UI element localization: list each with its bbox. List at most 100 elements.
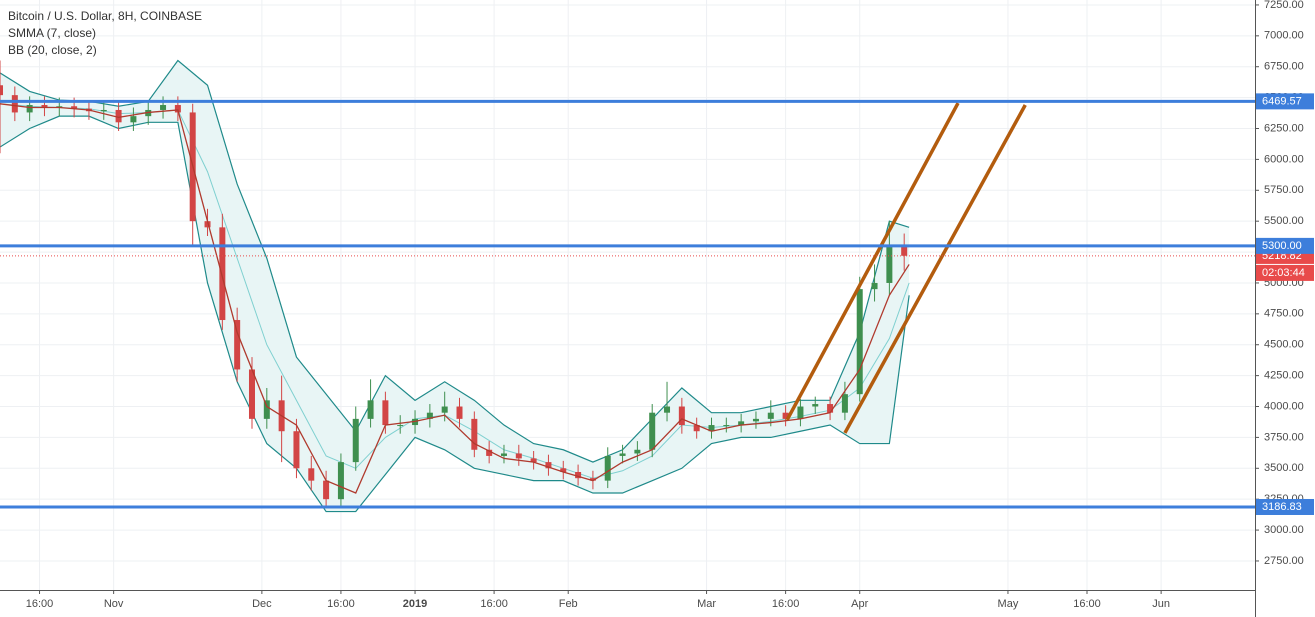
candle-body [219, 227, 226, 321]
x-tick-label: May [998, 598, 1019, 610]
candle-body [248, 369, 255, 419]
candle-body [337, 462, 344, 500]
candle-body [856, 289, 863, 395]
candle-body [545, 462, 552, 469]
level-label-box [1256, 237, 1314, 254]
candle-body [441, 406, 448, 413]
candle-body [723, 425, 730, 427]
smma-line [0, 103, 910, 494]
y-tick-label: 5500.00 [1264, 215, 1304, 227]
level-label-box [1256, 498, 1314, 515]
x-tick-label: Apr [851, 598, 868, 610]
y-tick-label: 6000.00 [1264, 153, 1304, 165]
y-tick-label: 6750.00 [1264, 61, 1304, 73]
candle-body [619, 453, 626, 456]
y-tick-label: 6250.00 [1264, 122, 1304, 134]
candle-body [234, 320, 241, 370]
candle-body [26, 105, 33, 113]
y-tick-label: 3500.00 [1264, 462, 1304, 474]
candle-body [886, 245, 893, 283]
candle-body [382, 400, 389, 426]
candle-body [263, 400, 270, 419]
candle-body [160, 105, 167, 110]
x-tick-label: 16:00 [1073, 598, 1101, 610]
candle-body [871, 282, 878, 290]
candle-body [397, 425, 404, 427]
candle-body [841, 394, 848, 413]
candle-body [0, 85, 3, 96]
y-tick-label: 7250.00 [1264, 0, 1304, 11]
candle-body [115, 109, 122, 123]
x-tick-label: 16:00 [772, 598, 800, 610]
candle-body [560, 468, 567, 472]
candle-body [100, 109, 107, 112]
candle-body [308, 468, 315, 481]
x-tick-label: Mar [697, 598, 716, 610]
y-tick-label: 4500.00 [1264, 339, 1304, 351]
candle-body [11, 95, 18, 113]
candle-body [486, 449, 493, 456]
candle-body [174, 105, 181, 113]
countdown-box [1256, 264, 1314, 281]
x-tick-label: Nov [104, 598, 124, 610]
plot-area [0, 59, 1255, 513]
candle-body [797, 406, 804, 419]
candle-body [515, 453, 522, 459]
candle-body [782, 412, 789, 419]
x-tick-label: 2019 [403, 598, 427, 610]
legend-entry: BB (20, close, 2) [8, 43, 97, 57]
y-tick-label: 7000.00 [1264, 30, 1304, 42]
level-label: 6469.57 [1262, 95, 1302, 107]
candle-body [589, 478, 596, 481]
axes: 2750.003000.003250.003500.003750.004000.… [26, 0, 1314, 610]
y-tick-label: 3750.00 [1264, 431, 1304, 443]
candle-body [901, 245, 908, 256]
candle-body [293, 431, 300, 469]
candle-body [71, 106, 78, 109]
candle-body [827, 404, 834, 413]
trend-line [785, 102, 960, 421]
y-tick-label: 4000.00 [1264, 400, 1304, 412]
y-tick-label: 5750.00 [1264, 184, 1304, 196]
candle-body [456, 406, 463, 419]
candle-body [367, 400, 374, 419]
candle-body [204, 221, 211, 228]
candle-body [130, 116, 137, 123]
y-tick-label: 2750.00 [1264, 555, 1304, 567]
candle-body [352, 418, 359, 463]
candle-body [41, 105, 48, 108]
candle-body [664, 406, 671, 413]
legend-entry: SMMA (7, close) [8, 26, 96, 40]
candle-body [767, 412, 774, 419]
x-tick-label: Dec [252, 598, 272, 610]
candle-body [530, 458, 537, 463]
x-tick-label: Feb [559, 598, 578, 610]
candle-body [678, 406, 685, 426]
candle-body [649, 412, 656, 450]
y-tick-label: 4750.00 [1264, 308, 1304, 320]
candle-body [693, 425, 700, 432]
candle-body [500, 453, 507, 456]
level-label-box [1256, 93, 1314, 110]
candle-body [471, 418, 478, 450]
candle-body [738, 421, 745, 426]
bb-lower [0, 115, 910, 513]
candle-body [708, 425, 715, 432]
candle-body [812, 404, 819, 407]
trend-line [843, 104, 1027, 434]
candle-body [426, 412, 433, 419]
y-tick-label: 4250.00 [1264, 370, 1304, 382]
candle-body [575, 472, 582, 479]
y-tick-label: 3000.00 [1264, 524, 1304, 536]
level-label: 5300.00 [1262, 240, 1302, 252]
candle-body [323, 480, 330, 500]
countdown-label: 02:03:44 [1262, 267, 1305, 279]
candle-body [634, 449, 641, 454]
level-label: 3186.83 [1262, 501, 1302, 513]
chart-title: Bitcoin / U.S. Dollar, 8H, COINBASE [8, 9, 202, 23]
x-tick-label: 16:00 [26, 598, 54, 610]
x-tick-label: Jun [1152, 598, 1170, 610]
bb-upper [0, 59, 910, 463]
x-tick-label: 16:00 [480, 598, 508, 610]
